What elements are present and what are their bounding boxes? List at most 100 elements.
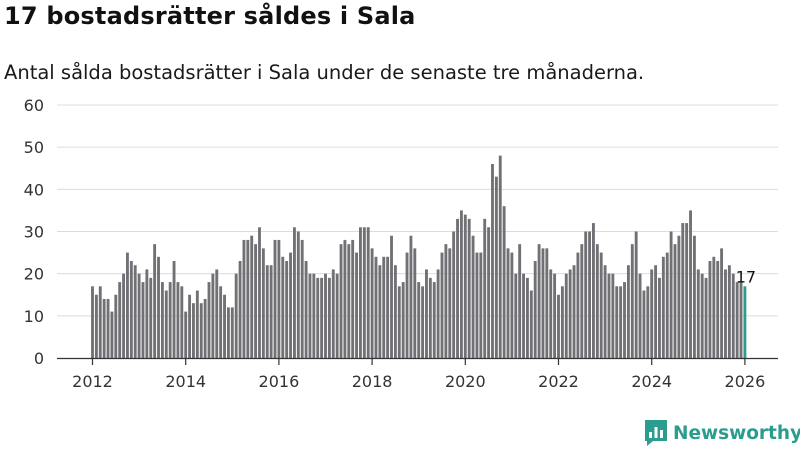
bar — [195, 290, 199, 358]
bar — [689, 210, 692, 358]
bar — [681, 223, 685, 358]
bar — [498, 155, 502, 358]
bar — [459, 210, 463, 358]
y-tick-label: 50 — [24, 138, 44, 157]
bar — [230, 307, 234, 358]
bar — [133, 265, 137, 358]
bar — [467, 218, 471, 358]
bar — [661, 256, 665, 358]
bar — [665, 252, 669, 358]
bar — [421, 286, 425, 358]
bar — [180, 286, 184, 358]
bar — [157, 256, 160, 358]
bar — [145, 269, 149, 358]
bar — [335, 273, 339, 358]
bar — [370, 248, 374, 358]
bar — [296, 231, 300, 358]
bar — [207, 282, 211, 358]
bar — [685, 223, 689, 358]
bar — [393, 265, 397, 358]
bar — [638, 273, 642, 358]
bar — [199, 303, 203, 358]
bars — [91, 155, 747, 358]
bar — [215, 269, 219, 358]
bar — [176, 282, 180, 358]
bar — [444, 244, 448, 358]
bar — [673, 244, 677, 358]
y-tick-label: 40 — [24, 180, 44, 199]
bar — [545, 248, 549, 358]
bar — [129, 261, 133, 358]
bar — [382, 256, 386, 358]
bar — [316, 277, 320, 358]
bar — [479, 252, 483, 358]
bar — [347, 244, 351, 358]
bar — [626, 265, 630, 358]
y-tick-label: 60 — [24, 96, 44, 115]
bar — [343, 239, 347, 358]
bar — [409, 235, 413, 358]
labels: 0 10 20 30 40 50 60 2012 2014 2016 2018 2020 2022 202… — [24, 96, 766, 391]
bar — [366, 227, 370, 358]
bar — [716, 261, 720, 358]
bar — [223, 294, 226, 358]
bar — [669, 231, 673, 358]
bar — [425, 269, 428, 358]
bar — [432, 282, 436, 358]
bar — [164, 290, 168, 358]
bar — [405, 252, 409, 358]
x-tick-label: 2012 — [72, 372, 113, 391]
bar — [510, 252, 514, 358]
bar — [553, 273, 557, 358]
bar — [269, 265, 273, 358]
bar — [440, 252, 444, 358]
bar — [592, 223, 595, 358]
bar — [118, 282, 122, 358]
bar — [623, 282, 626, 358]
bar — [615, 286, 619, 358]
bar — [141, 282, 145, 358]
bar — [448, 248, 452, 358]
bar — [739, 282, 743, 358]
bar — [518, 244, 522, 358]
highlight-value-label: 17 — [736, 267, 756, 286]
bar — [242, 239, 246, 358]
bar — [611, 273, 615, 358]
bar — [234, 273, 238, 358]
bar — [351, 239, 355, 358]
bar — [265, 265, 269, 358]
bar — [397, 286, 401, 358]
bar — [642, 290, 646, 358]
bar — [417, 282, 421, 358]
bar — [390, 235, 393, 358]
bar — [463, 214, 467, 358]
bar — [261, 248, 265, 358]
bar — [184, 311, 188, 358]
bar — [724, 269, 727, 358]
x-tick-label: 2018 — [352, 372, 393, 391]
y-tick-label: 20 — [24, 265, 44, 284]
bar — [529, 290, 533, 358]
bar — [110, 311, 114, 358]
bar — [692, 235, 696, 358]
y-tick-label: 10 — [24, 307, 44, 326]
bar — [285, 261, 289, 358]
bar — [192, 303, 195, 358]
bar — [378, 265, 382, 358]
bar-highlight — [743, 286, 747, 358]
bar — [727, 265, 731, 358]
bar — [580, 244, 584, 358]
bar — [483, 218, 487, 358]
bar — [522, 273, 525, 358]
bar — [106, 298, 110, 358]
bar — [658, 277, 661, 358]
bar — [114, 294, 118, 358]
bar — [238, 261, 242, 358]
bar — [293, 227, 296, 358]
bar — [312, 273, 316, 358]
bar — [646, 286, 650, 358]
bar — [308, 273, 312, 358]
newsworthy-icon — [645, 420, 667, 446]
newsworthy-logo[interactable]: Newsworthy — [644, 419, 800, 447]
bar — [374, 256, 378, 358]
